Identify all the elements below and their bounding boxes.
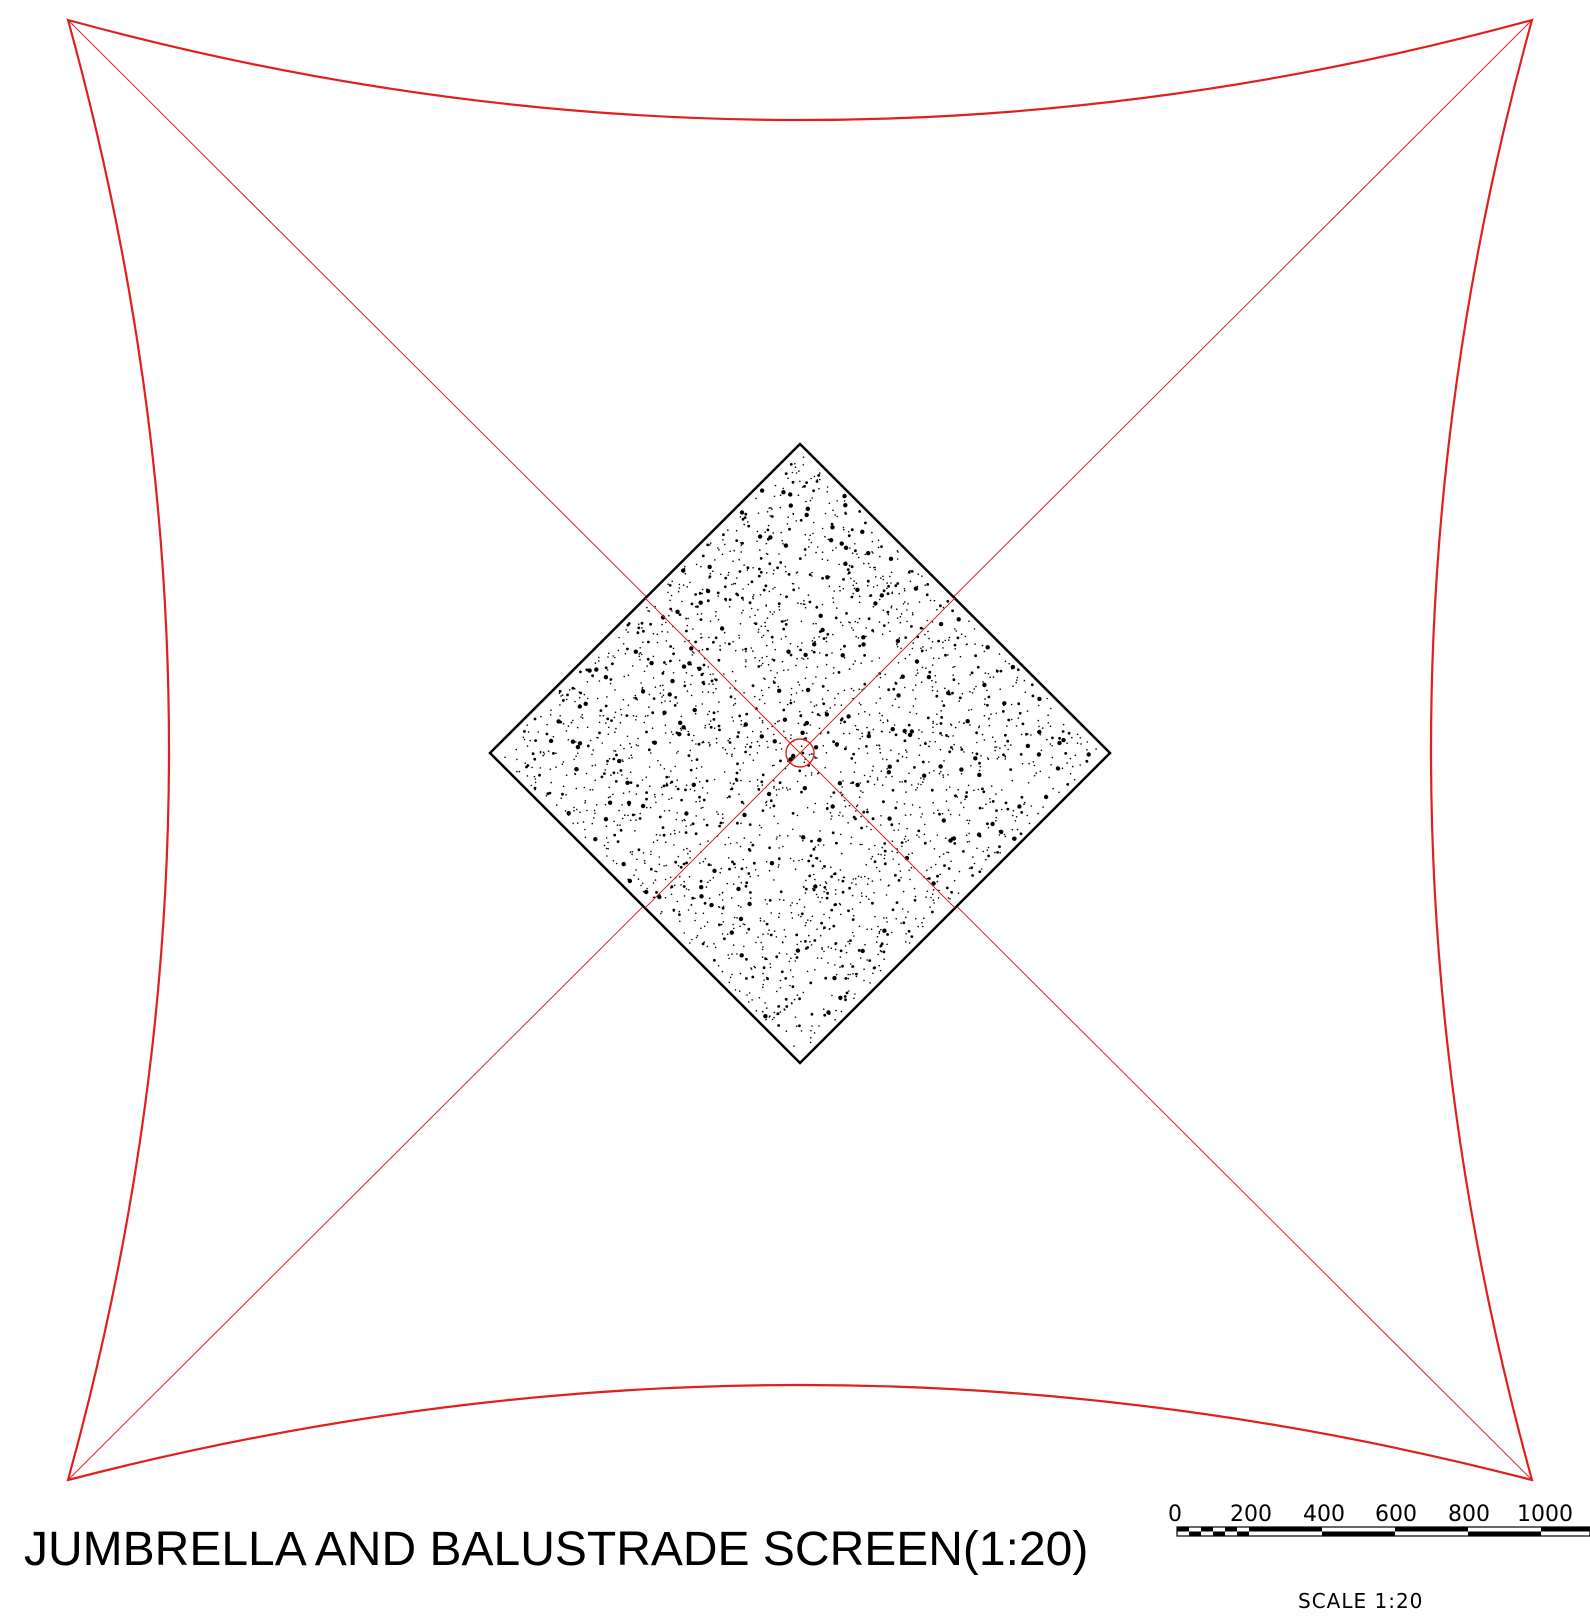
scale-tick-1000: 1000 (1517, 1502, 1573, 1527)
scale-seg-3 (1201, 1527, 1213, 1532)
scale-tick-600: 600 (1375, 1502, 1417, 1527)
scale-tick-800: 800 (1448, 1502, 1490, 1527)
scale-seg-7 (1249, 1527, 1322, 1532)
scale-tick-400: 400 (1303, 1502, 1345, 1527)
scale-tick-200: 200 (1230, 1502, 1272, 1527)
diagonal-rib-2-over-base (644, 597, 956, 909)
scale-seg-1 (1177, 1527, 1189, 1532)
scale-seg-6 (1237, 1531, 1249, 1536)
scale-caption: SCALE 1:20 (1298, 1589, 1423, 1613)
scale-seg-11 (1541, 1527, 1590, 1532)
scale-seg-9 (1395, 1527, 1468, 1532)
scale-seg-5 (1225, 1527, 1237, 1532)
scale-tick-0: 0 (1168, 1502, 1182, 1527)
scale-bar: 0 200 400 600 800 1000 SCALE 1:20 (1168, 1502, 1590, 1613)
scale-seg-10 (1468, 1531, 1541, 1536)
scale-seg-2 (1189, 1531, 1201, 1536)
center-pole (785, 738, 815, 768)
base-stipple-texture (504, 456, 1097, 1047)
drawing-title: JUMBRELLA AND BALUSTRADE SCREEN(1:20) (24, 1523, 1088, 1576)
scale-seg-4 (1213, 1531, 1225, 1536)
base-outline (488, 442, 1112, 1065)
scale-seg-8 (1322, 1531, 1395, 1536)
